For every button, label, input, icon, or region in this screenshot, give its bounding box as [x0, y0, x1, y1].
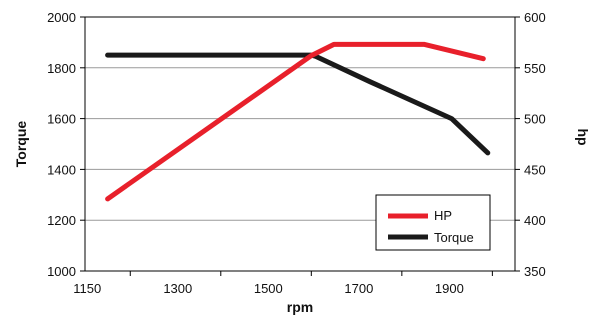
x-tick-label-4: 1900 — [435, 281, 464, 296]
y-right-tick-label-5: 600 — [524, 10, 546, 25]
y-left-tick-label-0: 1000 — [47, 264, 76, 279]
plot-frame — [84, 16, 516, 272]
x-tick-label-3: 1700 — [344, 281, 373, 296]
y-right-tick-label-2: 450 — [524, 162, 546, 177]
y-right-tick-label-3: 500 — [524, 112, 546, 127]
y-right-tick-label-1: 400 — [524, 213, 546, 228]
y-right-axis-label: hp — [575, 128, 591, 145]
x-tick-label-0: 1150 — [73, 281, 101, 296]
legend-box — [375, 194, 491, 251]
x-tick-label-2: 1500 — [254, 281, 283, 296]
x-tick-label-1: 1300 — [163, 281, 192, 296]
x-axis-label: rpm — [287, 299, 313, 315]
legend-label-hp: HP — [434, 208, 452, 223]
y-left-axis-ticks: 1000 1200 1400 1600 1800 2000 — [47, 10, 85, 279]
legend: HP Torque — [375, 194, 491, 251]
legend-label-torque: Torque — [434, 230, 474, 245]
y-left-tick-label-5: 2000 — [47, 10, 76, 25]
y-left-tick-label-3: 1600 — [47, 112, 76, 127]
y-right-axis-ticks: 350 400 450 500 550 600 — [515, 10, 546, 279]
y-right-tick-label-4: 550 — [524, 61, 546, 76]
y-right-tick-label-0: 350 — [524, 264, 546, 279]
y-left-axis-label: Torque — [13, 121, 29, 168]
x-axis-ticks: 1150 1300 1500 1700 1900 — [73, 271, 493, 296]
y-left-tick-label-2: 1400 — [47, 162, 76, 177]
series-line-hp — [105, 41, 486, 202]
series-line-torque — [105, 52, 491, 156]
y-left-tick-label-1: 1200 — [47, 213, 76, 228]
series-lines — [105, 41, 491, 202]
y-left-tick-label-4: 1800 — [47, 61, 76, 76]
